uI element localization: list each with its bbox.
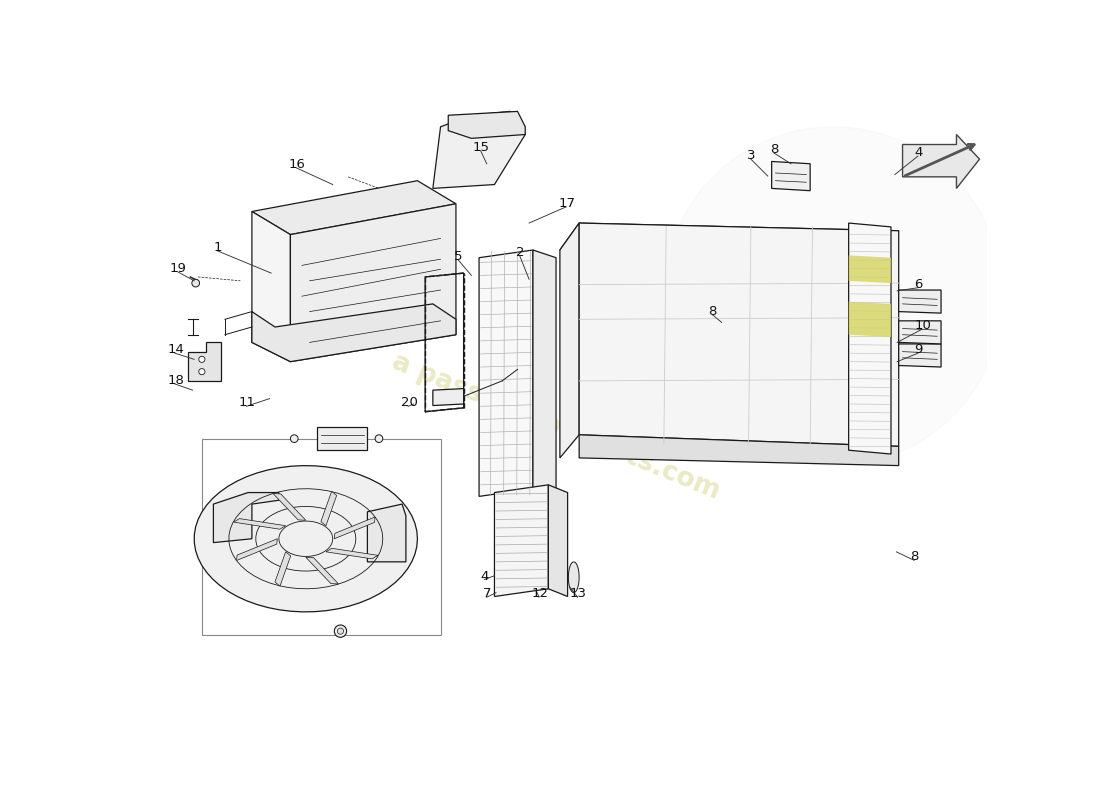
Text: 8: 8 [911, 550, 918, 563]
Polygon shape [560, 223, 899, 254]
Polygon shape [195, 466, 418, 612]
Circle shape [290, 434, 298, 442]
Polygon shape [213, 493, 279, 542]
Text: 8: 8 [770, 143, 779, 156]
Polygon shape [899, 344, 942, 367]
Polygon shape [449, 111, 526, 138]
Polygon shape [318, 427, 367, 450]
Text: 2: 2 [516, 246, 525, 259]
Circle shape [664, 126, 1003, 466]
Polygon shape [569, 562, 580, 593]
Polygon shape [548, 485, 568, 597]
Polygon shape [480, 250, 534, 496]
Text: 4: 4 [914, 146, 923, 159]
Text: 20: 20 [400, 396, 417, 410]
Text: 17: 17 [559, 197, 575, 210]
Polygon shape [899, 321, 942, 344]
Text: 6: 6 [914, 278, 923, 291]
Polygon shape [849, 255, 891, 283]
Circle shape [338, 628, 343, 634]
Polygon shape [252, 181, 455, 234]
Polygon shape [433, 389, 464, 406]
Polygon shape [902, 134, 980, 188]
Polygon shape [849, 302, 891, 337]
Text: 8: 8 [708, 305, 717, 318]
Polygon shape [849, 223, 891, 454]
Text: 14: 14 [167, 343, 184, 356]
Polygon shape [534, 250, 556, 496]
Circle shape [199, 369, 205, 374]
Polygon shape [326, 548, 378, 559]
Polygon shape [275, 552, 290, 586]
Polygon shape [273, 494, 306, 520]
Polygon shape [252, 211, 290, 362]
Polygon shape [899, 290, 942, 313]
Text: 18: 18 [167, 374, 184, 387]
Text: 7: 7 [483, 587, 492, 600]
Text: 16: 16 [288, 158, 305, 170]
Circle shape [191, 279, 199, 287]
Circle shape [334, 625, 346, 638]
Text: 3: 3 [747, 150, 756, 162]
Text: 11: 11 [239, 396, 256, 410]
Polygon shape [433, 111, 526, 188]
Polygon shape [580, 223, 899, 446]
Text: 12: 12 [531, 587, 549, 600]
Text: 19: 19 [169, 262, 186, 274]
Text: 5: 5 [454, 250, 463, 263]
Polygon shape [321, 491, 337, 526]
Text: 4: 4 [481, 570, 490, 582]
Text: a passion for parts.com: a passion for parts.com [388, 349, 724, 505]
Polygon shape [560, 223, 580, 458]
Text: 13: 13 [570, 587, 587, 600]
Polygon shape [188, 342, 221, 381]
Circle shape [375, 434, 383, 442]
Text: 9: 9 [914, 343, 923, 356]
Polygon shape [367, 504, 406, 562]
Polygon shape [233, 518, 286, 530]
Circle shape [199, 356, 205, 362]
Polygon shape [236, 538, 277, 561]
Polygon shape [495, 485, 548, 597]
Polygon shape [290, 204, 455, 362]
Text: 1: 1 [213, 241, 222, 254]
Polygon shape [252, 304, 455, 362]
Polygon shape [306, 558, 339, 584]
Text: 10: 10 [914, 319, 931, 332]
Text: 15: 15 [473, 141, 490, 154]
Polygon shape [772, 162, 810, 190]
Polygon shape [334, 517, 375, 538]
Polygon shape [580, 435, 899, 466]
